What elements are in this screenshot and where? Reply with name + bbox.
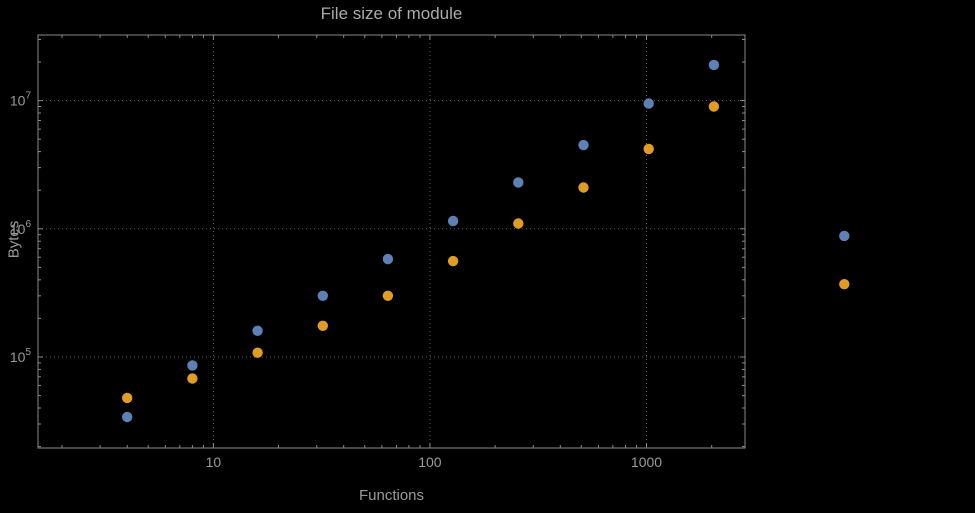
y-tick-label: 105 <box>10 347 32 365</box>
data-point-series-2 <box>513 218 524 229</box>
data-point-series-1 <box>839 230 850 242</box>
data-point-series-1 <box>643 98 654 109</box>
data-point-series-1 <box>513 177 524 188</box>
x-tick-label: 1000 <box>631 454 662 470</box>
data-point-series-2 <box>578 182 589 193</box>
x-tick-label: 100 <box>418 454 442 470</box>
data-point-series-1 <box>252 325 263 336</box>
data-point-series-1 <box>708 59 720 71</box>
data-point-series-2 <box>187 373 198 384</box>
data-point-series-2 <box>708 101 720 112</box>
x-axis-label: Functions <box>358 487 425 504</box>
data-point-series-1 <box>187 360 198 371</box>
y-tick-label: 106 <box>10 219 32 237</box>
data-point-series-1 <box>447 215 459 227</box>
data-point-series-2 <box>252 347 263 358</box>
data-point-series-2 <box>122 392 133 404</box>
y-tick-label: 107 <box>10 91 32 109</box>
data-point-series-2 <box>643 143 654 155</box>
data-point-series-1 <box>578 139 589 151</box>
plot-frame <box>37 34 746 449</box>
data-point-series-2 <box>839 279 850 290</box>
data-point-series-1 <box>382 253 394 265</box>
y-axis-label: Bytes <box>5 220 23 259</box>
data-point-series-2 <box>447 255 459 267</box>
chart-title: File size of module <box>320 4 463 23</box>
data-point-series-1 <box>317 290 328 301</box>
x-tick-label: 10 <box>206 454 222 470</box>
data-point-series-2 <box>317 320 328 331</box>
data-point-series-1 <box>122 411 133 423</box>
data-point-series-2 <box>382 290 394 301</box>
